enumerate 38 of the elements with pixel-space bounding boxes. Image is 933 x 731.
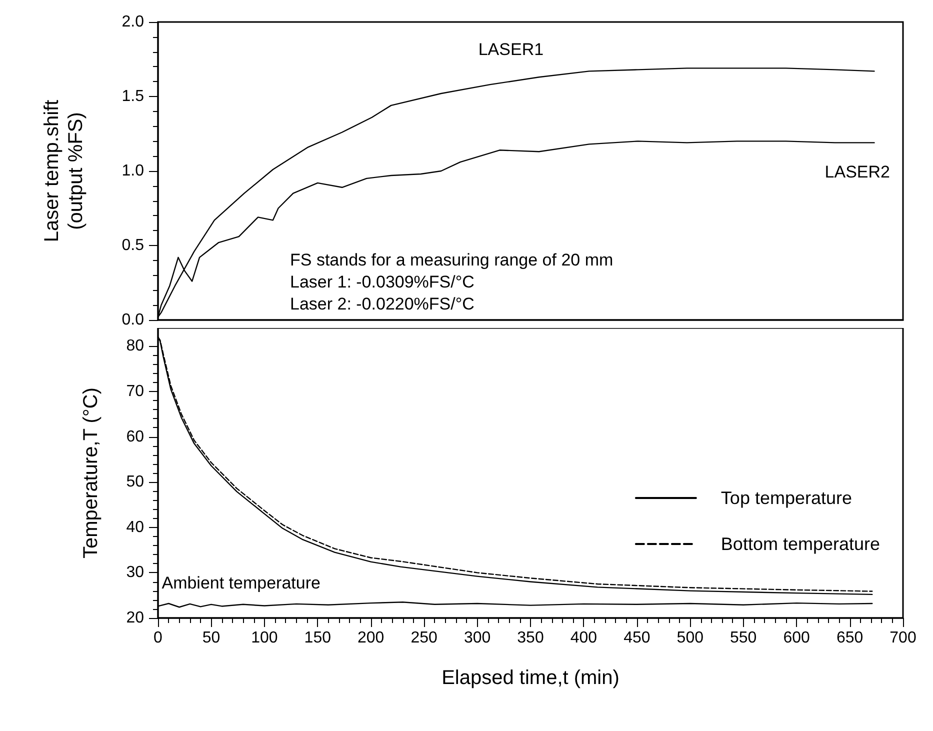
x-tick-label: 650 — [836, 630, 864, 646]
x-tick-label: 250 — [410, 630, 438, 646]
y-tick-label: 20 — [126, 610, 144, 626]
x-axis-title: Elapsed time,t (min) — [442, 667, 620, 689]
y-tick-label: 40 — [126, 518, 144, 536]
x-tick-label: 400 — [570, 630, 598, 646]
x-tick-label: 300 — [464, 630, 491, 646]
y-tick-label: 50 — [126, 474, 144, 491]
y-axis-title: Temperature,T (°C) — [80, 387, 102, 559]
x-tick-label: 0 — [154, 630, 163, 646]
y-tick-label: 1.5 — [122, 88, 144, 105]
x-tick-label: 200 — [358, 630, 384, 646]
annotation: Laser 1: -0.0309%FS/°C — [290, 272, 474, 292]
y-tick-label: 70 — [126, 382, 144, 400]
x-tick-label: 50 — [202, 630, 220, 646]
x-tick-label: 450 — [624, 630, 650, 646]
x-tick-label: 600 — [783, 630, 810, 646]
y-tick-label: 1.0 — [122, 162, 144, 180]
x-tick-label: 700 — [890, 630, 916, 646]
y-tick-label: 80 — [126, 338, 144, 355]
x-tick-label: 100 — [251, 630, 278, 646]
y-tick-label: 0.5 — [122, 237, 144, 254]
y-axis-title: Laser temp.shift (output %FS) — [41, 99, 87, 242]
x-tick-label: 550 — [730, 630, 757, 646]
y-tick-label: 30 — [126, 564, 144, 582]
x-tick-label: 150 — [304, 630, 332, 646]
x-tick-label: 350 — [517, 630, 544, 646]
x-tick-label: 500 — [676, 630, 704, 646]
legend-label: Top temperature — [720, 488, 852, 508]
annotation: Ambient temperature — [162, 574, 320, 593]
y-tick-label: 60 — [126, 428, 144, 446]
annotation: FS stands for a measuring range of 20 mm — [290, 250, 614, 270]
annotation: LASER2 — [824, 162, 890, 182]
annotation: Laser 2: -0.0220%FS/°C — [290, 294, 474, 314]
annotation: LASER1 — [478, 40, 544, 60]
y-tick-label: 2.0 — [122, 14, 144, 30]
y-tick-label: 0.0 — [122, 312, 144, 328]
legend-label: Bottom temperature — [720, 534, 880, 554]
